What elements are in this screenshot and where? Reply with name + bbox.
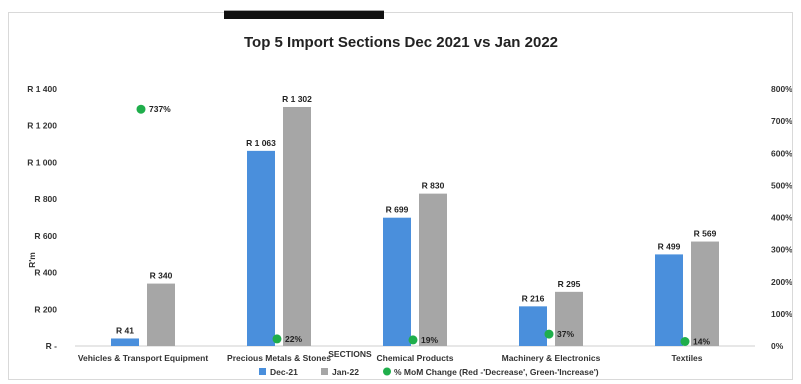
y2-tick-label: 700% <box>771 116 792 126</box>
category-label: Chemical Products <box>377 353 454 363</box>
mom-change-label: 19% <box>421 335 438 345</box>
cropped-header-fragment <box>224 10 384 19</box>
bar-dec21 <box>655 254 683 346</box>
legend-label: % MoM Change (Red -'Decrease', Green-'In… <box>394 367 599 377</box>
category-label: Machinery & Electronics <box>502 353 601 363</box>
legend: Dec-21 Jan-22 % MoM Change (Red -'Decrease… <box>259 367 599 377</box>
y-tick-label: R 200 <box>34 304 57 314</box>
mom-change-marker <box>544 329 554 339</box>
category-label: Precious Metals & Stones <box>227 353 331 363</box>
legend-label: Jan-22 <box>332 367 359 377</box>
y-tick-label: R - <box>46 341 58 351</box>
y2-tick-label: 800% <box>771 84 792 94</box>
bar-jan22 <box>691 241 719 346</box>
bar-jan22 <box>283 106 311 347</box>
y-tick-label: R 800 <box>34 194 57 204</box>
secondary-y-axis-ticks: 0% 100% 200% 300% 400% 500% 600% 700% 800% <box>771 84 793 351</box>
bar-dec21 <box>111 338 139 346</box>
mom-change-marker <box>408 335 418 345</box>
bar-dec21 <box>383 217 411 346</box>
bar-value-label: R 41 <box>116 325 134 335</box>
y-axis-title: R'm <box>27 252 37 268</box>
y-tick-label: R 1 000 <box>27 157 57 167</box>
y2-tick-label: 500% <box>771 180 792 190</box>
bar-value-label: R 569 <box>694 229 717 239</box>
bar-value-label: R 1 063 <box>246 138 276 148</box>
mom-change-label: 737% <box>149 104 171 114</box>
mom-change-label: 22% <box>285 334 302 344</box>
y2-tick-label: 600% <box>771 148 792 158</box>
y2-tick-label: 0% <box>771 341 784 351</box>
bar-jan22 <box>147 283 175 346</box>
y-tick-label: R 600 <box>34 231 57 241</box>
y2-tick-label: 200% <box>771 277 792 287</box>
x-axis-title: SECTIONS <box>328 349 372 359</box>
bar-value-label: R 499 <box>658 241 681 251</box>
y2-tick-label: 300% <box>771 245 792 255</box>
y-tick-label: R 1 400 <box>27 84 57 94</box>
bar-value-label: R 340 <box>150 271 173 281</box>
bar-value-label: R 216 <box>522 293 545 303</box>
chart-frame: Top 5 Import Sections Dec 2021 vs Jan 20… <box>8 10 793 380</box>
mom-change-label: 14% <box>693 337 710 347</box>
bar-value-label: R 1 302 <box>282 94 312 104</box>
bar-dec21 <box>519 306 547 346</box>
category-labels: Vehicles & Transport Equipment Precious M… <box>78 353 703 363</box>
bar-jan22 <box>419 193 447 346</box>
legend-marker <box>383 367 391 376</box>
legend-swatch <box>259 368 266 375</box>
bar-value-label: R 295 <box>558 279 581 289</box>
import-sections-chart: Top 5 Import Sections Dec 2021 vs Jan 20… <box>27 34 793 377</box>
y-axis-ticks: R - R 200 R 400 R 600 R 800 R 1 000 R 1 200 R 1… <box>27 84 57 351</box>
mom-change-marker <box>272 334 282 344</box>
bars: R 41 R 340 R 1 063 R 1 302 R 699 R 830 R 216 R … <box>111 94 719 347</box>
mom-change-marker <box>680 337 690 347</box>
category-label: Vehicles & Transport Equipment <box>78 353 209 363</box>
category-label: Textiles <box>671 353 702 363</box>
bar-value-label: R 699 <box>386 205 409 215</box>
y2-tick-label: 100% <box>771 309 792 319</box>
mom-change-label: 37% <box>557 329 574 339</box>
mom-change-marker <box>136 104 146 114</box>
bar-value-label: R 830 <box>422 181 445 191</box>
legend-label: Dec-21 <box>270 367 298 377</box>
y-tick-label: R 1 200 <box>27 121 57 131</box>
bar-jan22 <box>555 291 583 346</box>
chart-title: Top 5 Import Sections Dec 2021 vs Jan 20… <box>244 34 558 51</box>
y-tick-label: R 400 <box>34 268 57 278</box>
mom-change-markers: 737% 22% 19% 37% 14% <box>136 104 710 347</box>
y2-tick-label: 400% <box>771 213 792 223</box>
legend-swatch <box>321 368 328 375</box>
bar-dec21 <box>247 150 275 346</box>
